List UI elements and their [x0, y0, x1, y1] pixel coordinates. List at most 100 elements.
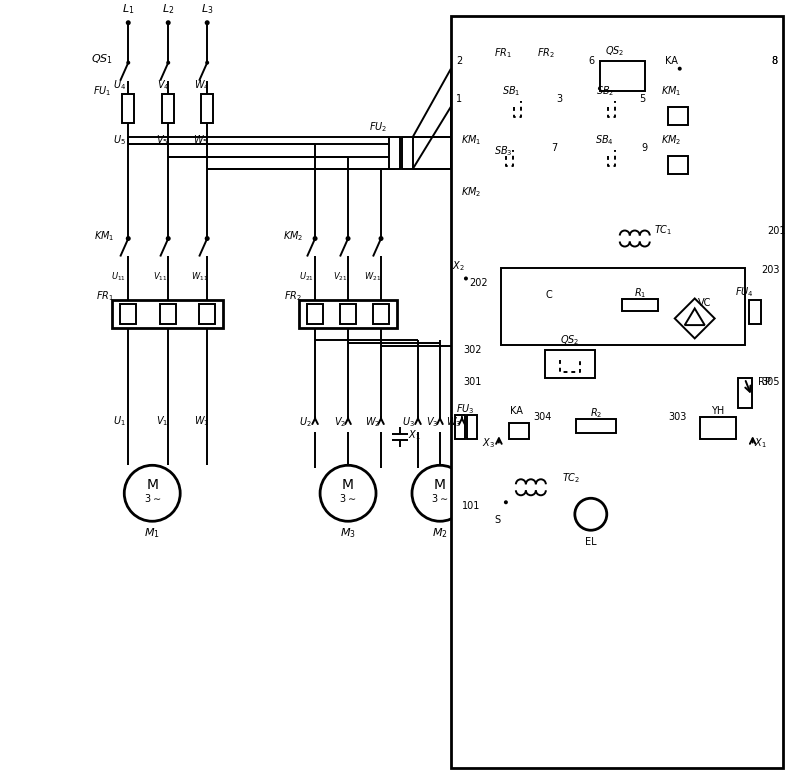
Circle shape	[166, 236, 171, 241]
Text: $M_2$: $M_2$	[432, 527, 448, 540]
Text: $U_5$: $U_5$	[113, 132, 126, 146]
Circle shape	[124, 465, 180, 521]
Text: $R_2$: $R_2$	[589, 407, 602, 420]
Circle shape	[166, 20, 171, 25]
Text: $V_{21}$: $V_{21}$	[333, 270, 347, 283]
Text: $TC_2$: $TC_2$	[562, 471, 580, 485]
Text: KA: KA	[665, 55, 678, 65]
Bar	[199, 305, 215, 324]
Text: KA: KA	[510, 407, 524, 416]
Text: $FU_4$: $FU_4$	[736, 286, 754, 299]
Text: $KM_2$: $KM_2$	[660, 132, 681, 146]
Text: RP: RP	[759, 377, 771, 387]
Text: $W_5$: $W_5$	[194, 132, 209, 146]
Text: $V_2$: $V_2$	[334, 415, 346, 429]
Bar	[340, 305, 356, 324]
Bar	[402, 136, 413, 168]
Text: $X_3$: $X_3$	[483, 436, 495, 450]
Text: $L_1$: $L_1$	[122, 2, 134, 16]
Bar	[622, 299, 658, 312]
Circle shape	[678, 67, 682, 71]
Bar	[389, 136, 400, 168]
Text: $KM_2$: $KM_2$	[283, 230, 303, 243]
Text: $QS_2$: $QS_2$	[605, 44, 625, 58]
Text: $W_{11}$: $W_{11}$	[191, 270, 208, 283]
Text: 101: 101	[462, 501, 480, 511]
Circle shape	[346, 236, 350, 241]
Text: $V_{11}$: $V_{11}$	[153, 270, 168, 283]
Text: $U_{21}$: $U_{21}$	[298, 270, 313, 283]
Text: $SB_2$: $SB_2$	[596, 84, 614, 97]
Text: $SB_3$: $SB_3$	[494, 145, 513, 158]
Bar	[299, 301, 397, 329]
Text: 5: 5	[640, 93, 646, 104]
Bar	[501, 269, 744, 345]
Text: $V_5$: $V_5$	[156, 132, 168, 146]
Bar	[123, 93, 134, 122]
Bar	[668, 107, 687, 125]
Text: C: C	[546, 291, 552, 301]
Text: $V_3$: $V_3$	[426, 415, 438, 429]
Circle shape	[205, 236, 210, 241]
Bar	[700, 418, 736, 439]
Text: $X_2$: $X_2$	[452, 259, 464, 273]
Bar	[748, 301, 761, 324]
Text: $KM_2$: $KM_2$	[460, 185, 481, 199]
Circle shape	[312, 236, 317, 241]
Text: S: S	[495, 515, 501, 525]
Text: $U_1$: $U_1$	[113, 414, 126, 428]
Text: $W_2$: $W_2$	[365, 415, 380, 429]
Circle shape	[166, 61, 170, 65]
Text: $X_1$: $X_1$	[407, 428, 420, 442]
Bar	[161, 305, 176, 324]
Text: M: M	[434, 478, 446, 492]
Text: 201: 201	[767, 226, 786, 235]
Text: 301: 301	[464, 377, 482, 387]
Text: $3{\sim}$: $3{\sim}$	[431, 492, 448, 504]
Circle shape	[320, 465, 376, 521]
Text: $V_4$: $V_4$	[157, 78, 169, 92]
Bar	[455, 415, 465, 439]
Text: $3{\sim}$: $3{\sim}$	[339, 492, 357, 504]
Text: $KM_1$: $KM_1$	[660, 84, 681, 97]
Text: $W_4$: $W_4$	[195, 78, 210, 92]
Bar	[373, 305, 389, 324]
Bar	[600, 61, 645, 90]
Text: $W_3$: $W_3$	[446, 415, 462, 429]
Text: 2: 2	[456, 55, 462, 65]
Bar	[467, 415, 477, 439]
Text: $L_2$: $L_2$	[162, 2, 174, 16]
Text: $QS_2$: $QS_2$	[560, 333, 580, 347]
Text: 305: 305	[762, 377, 780, 387]
Text: $FU_3$: $FU_3$	[456, 403, 474, 416]
Polygon shape	[675, 298, 715, 338]
Text: $W_1$: $W_1$	[194, 414, 209, 428]
Text: $FR_1$: $FR_1$	[97, 290, 114, 303]
Text: $U_4$: $U_4$	[112, 78, 126, 92]
Text: 304: 304	[534, 412, 552, 422]
Text: $R_1$: $R_1$	[634, 287, 646, 301]
Text: 7: 7	[551, 143, 557, 153]
Text: 203: 203	[762, 266, 780, 276]
Text: VC: VC	[698, 298, 711, 308]
Text: $W_{21}$: $W_{21}$	[365, 270, 381, 283]
Text: $M_1$: $M_1$	[144, 527, 160, 540]
Circle shape	[464, 277, 468, 280]
Text: $KM_1$: $KM_1$	[460, 132, 481, 146]
Text: $U_3$: $U_3$	[402, 415, 414, 429]
Bar	[576, 419, 615, 433]
Circle shape	[412, 465, 468, 521]
Text: $FR_2$: $FR_2$	[537, 46, 554, 59]
Circle shape	[205, 20, 210, 25]
Text: EL: EL	[585, 538, 596, 547]
Text: 1: 1	[456, 93, 462, 104]
Text: $SB_1$: $SB_1$	[501, 84, 520, 97]
Circle shape	[126, 236, 131, 241]
Text: 302: 302	[464, 345, 483, 355]
Text: $U_2$: $U_2$	[299, 415, 312, 429]
Bar	[307, 305, 323, 324]
Circle shape	[126, 20, 131, 25]
Text: 9: 9	[642, 143, 648, 153]
Bar	[201, 93, 213, 122]
Text: 303: 303	[668, 412, 687, 422]
